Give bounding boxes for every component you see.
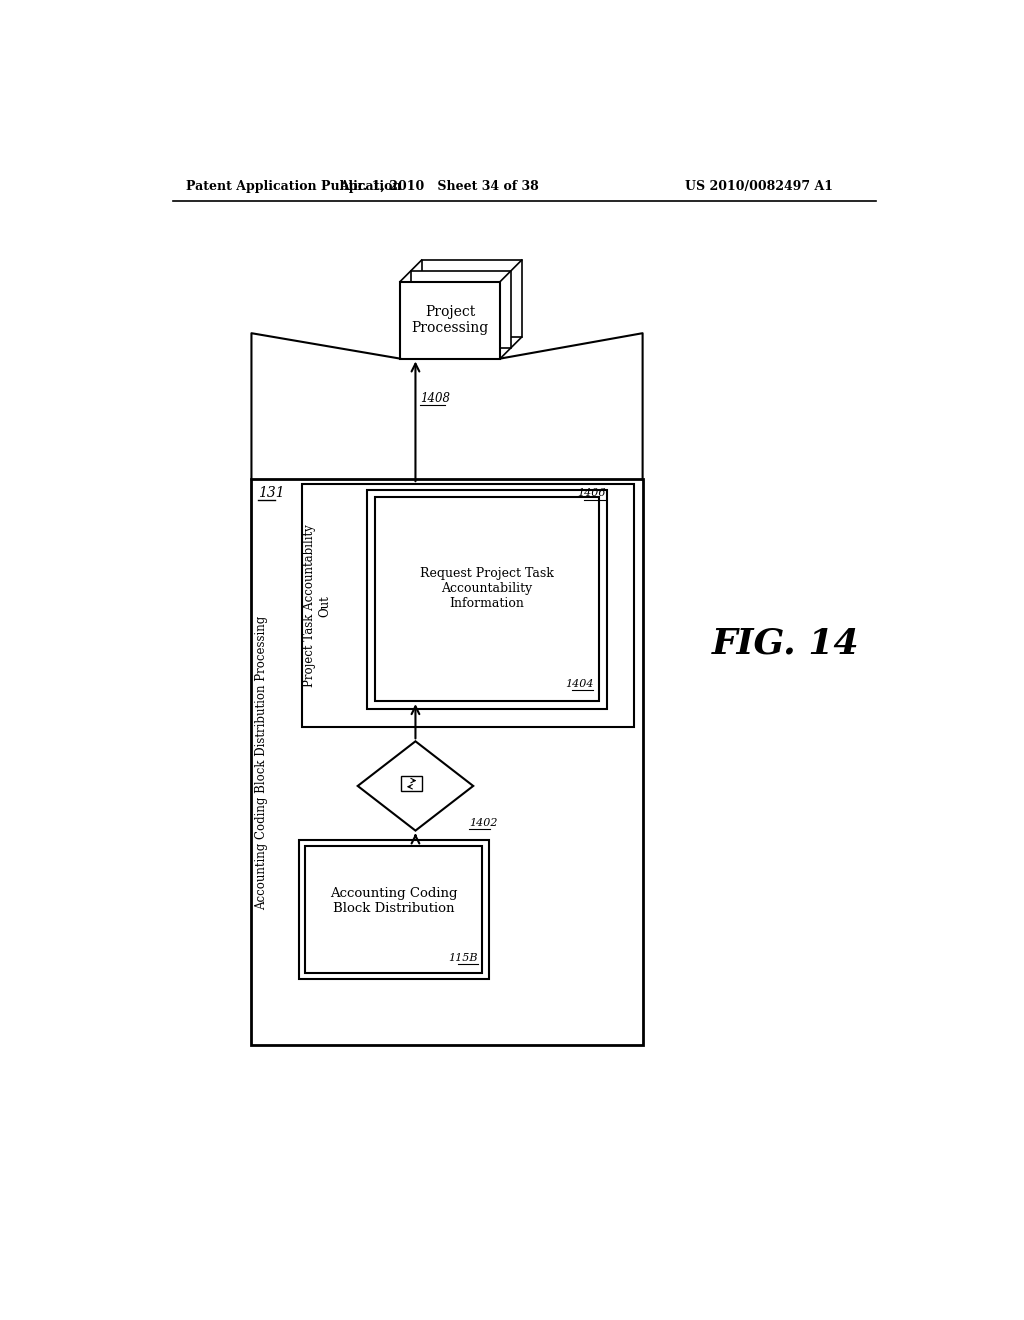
Text: Accounting Coding Block Distribution Processing: Accounting Coding Block Distribution Pro… xyxy=(255,615,268,909)
FancyBboxPatch shape xyxy=(252,479,643,1045)
Text: Project Task Accountability
Out: Project Task Accountability Out xyxy=(303,524,331,688)
Text: US 2010/0082497 A1: US 2010/0082497 A1 xyxy=(685,181,833,194)
FancyBboxPatch shape xyxy=(400,776,422,792)
Polygon shape xyxy=(357,742,473,830)
Text: FIG. 14: FIG. 14 xyxy=(712,627,859,660)
Text: 1404: 1404 xyxy=(565,680,593,689)
Text: Apr. 1, 2010   Sheet 34 of 38: Apr. 1, 2010 Sheet 34 of 38 xyxy=(339,181,539,194)
Text: Accounting Coding
Block Distribution: Accounting Coding Block Distribution xyxy=(330,887,458,915)
FancyBboxPatch shape xyxy=(400,281,500,359)
FancyBboxPatch shape xyxy=(367,490,607,709)
Text: 1406: 1406 xyxy=(578,488,605,499)
FancyBboxPatch shape xyxy=(375,498,599,701)
FancyBboxPatch shape xyxy=(422,260,521,337)
Text: 1408: 1408 xyxy=(420,392,451,405)
FancyBboxPatch shape xyxy=(305,846,482,973)
FancyBboxPatch shape xyxy=(299,840,488,979)
FancyBboxPatch shape xyxy=(301,484,634,726)
Text: Request Project Task
Accountability
Information: Request Project Task Accountability Info… xyxy=(420,566,554,610)
Text: 1402: 1402 xyxy=(469,818,498,828)
Text: 115B: 115B xyxy=(449,953,478,962)
Text: Patent Application Publication: Patent Application Publication xyxy=(186,181,401,194)
Text: 131: 131 xyxy=(258,486,285,500)
Text: Project
Processing: Project Processing xyxy=(412,305,488,335)
FancyBboxPatch shape xyxy=(411,271,511,348)
